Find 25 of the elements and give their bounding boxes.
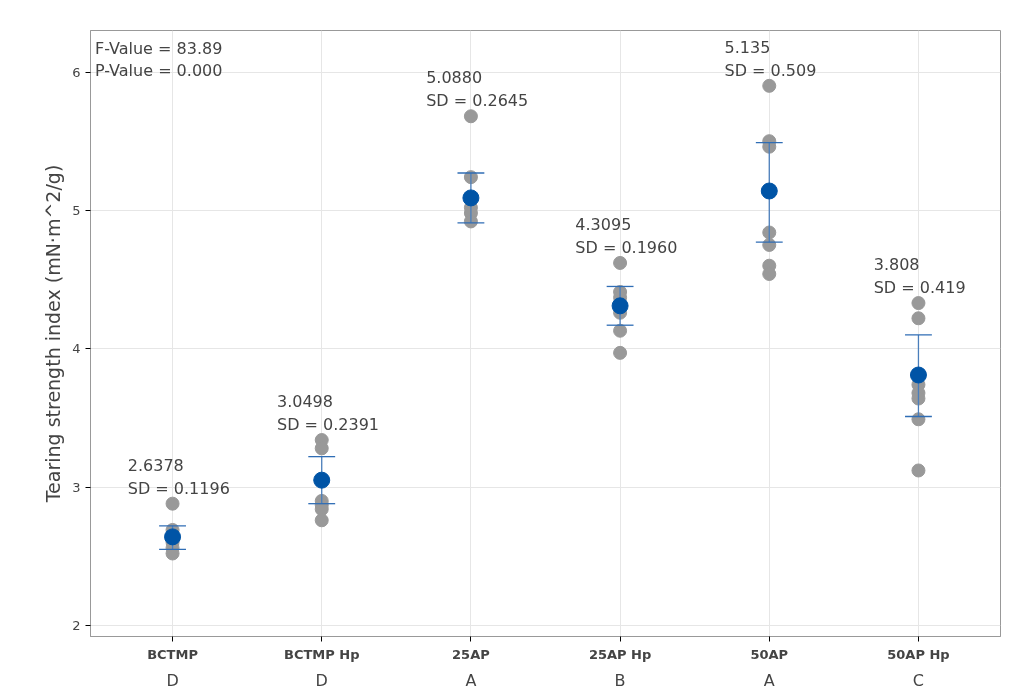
x-tick-label: 25AP Hp <box>588 646 652 662</box>
x-tick-label: BCTMP <box>147 646 198 662</box>
annotation: 3.0498 SD = 0.2391 <box>276 392 380 435</box>
text: A <box>465 670 477 690</box>
x-tick-label: 25AP <box>452 646 490 662</box>
y-tick-label: 5 <box>72 202 81 218</box>
text: D <box>166 670 179 690</box>
text: A <box>763 670 775 690</box>
x-tick-label: 50AP <box>750 646 789 662</box>
annotation: 3.808 SD = 0.419 <box>873 255 966 298</box>
text: D <box>315 670 328 690</box>
y-tick-label: 6 <box>72 64 81 80</box>
text: B <box>614 670 626 690</box>
annotation: 4.3095 SD = 0.1960 <box>575 215 678 257</box>
annotation: 5.135 SD = 0.509 <box>724 38 817 80</box>
x-tick-label: BCTMP Hp <box>283 646 360 662</box>
text: C <box>912 670 925 690</box>
annotation: 2.6378 SD = 0.1196 <box>127 455 230 498</box>
x-tick-label: 50AP Hp <box>887 646 950 662</box>
y-tick-label: 4 <box>72 341 81 357</box>
annotation: F-Value = 83.89 P-Value = 0.000 <box>94 38 223 81</box>
y-tick-label: 2 <box>72 617 81 633</box>
y-axis-title: Tearing strength index (mN·m^2/g) <box>42 164 65 504</box>
annotation: 5.0880 SD = 0.2645 <box>426 68 529 111</box>
y-tick-label: 3 <box>72 479 81 495</box>
